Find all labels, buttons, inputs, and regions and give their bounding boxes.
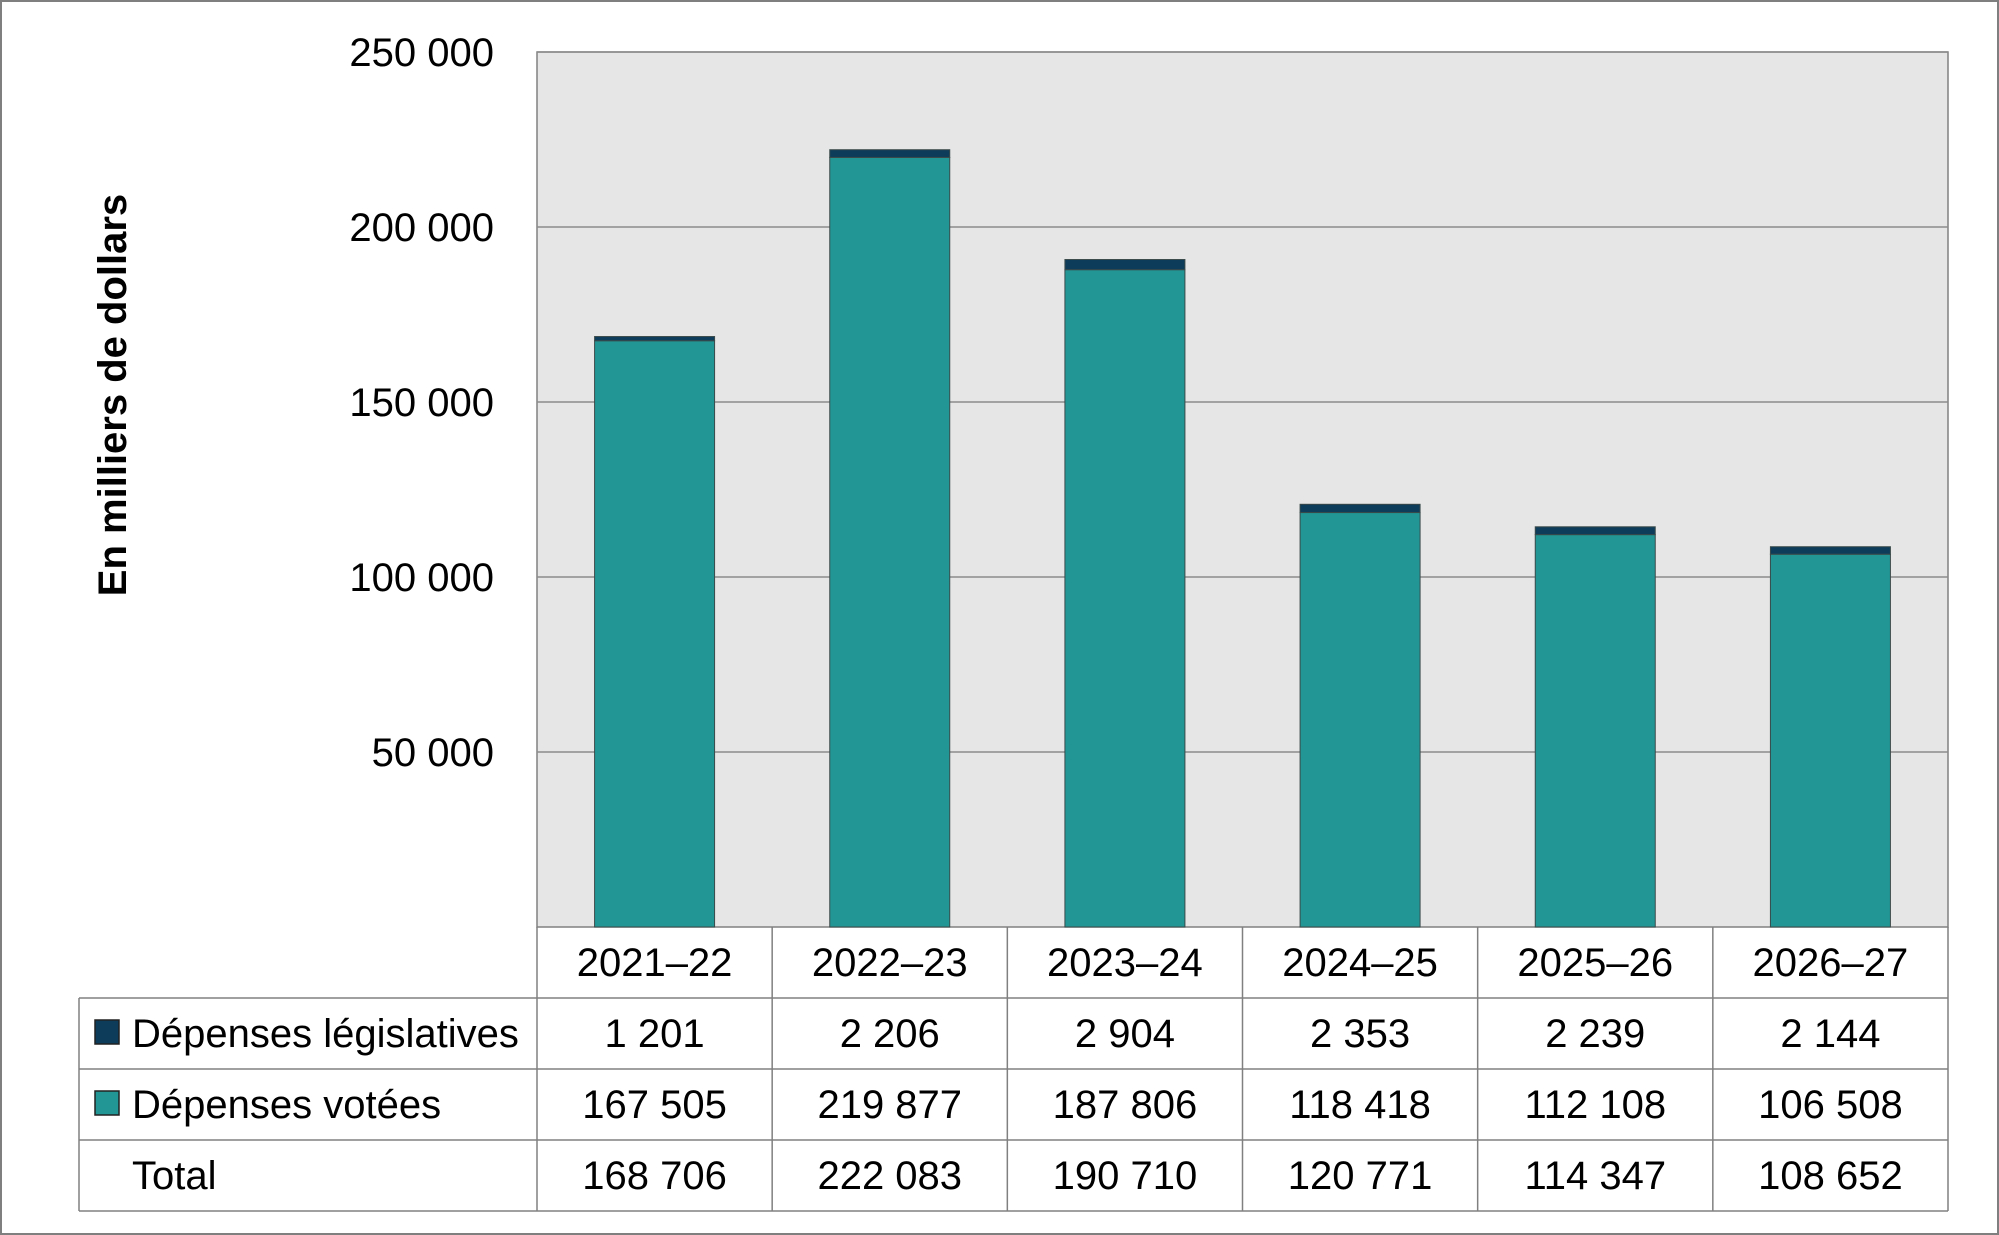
- gridlines: [537, 51, 1948, 753]
- bar-depenses-legislatives: [1064, 259, 1186, 271]
- table-cell-value: 1 201: [605, 1012, 705, 1056]
- table-cell-value: 2 144: [1780, 1012, 1880, 1056]
- table-cell-value: 120 771: [1288, 1154, 1433, 1198]
- y-tick-label: 50 000: [372, 731, 494, 775]
- y-tick-label: 150 000: [349, 381, 494, 425]
- table-cell-value: 106 508: [1758, 1083, 1903, 1127]
- data-table: 2021–22 2022–23 2023–24 2024–25 2025–26 2026–…: [78, 927, 1949, 1212]
- table-cell-value: 190 710: [1053, 1154, 1198, 1198]
- bar-depenses-legislatives: [594, 336, 716, 342]
- table-cell-value: 2 206: [840, 1012, 940, 1056]
- table-cell-value: 112 108: [1524, 1083, 1666, 1127]
- bar-depenses-votees: [829, 156, 951, 928]
- x-tick-label: 2022–23: [812, 941, 968, 985]
- table-cell-value: 108 652: [1758, 1154, 1903, 1198]
- table-cell-value: 114 347: [1524, 1154, 1666, 1198]
- bars: [594, 149, 1891, 928]
- table-cell-value: 222 083: [817, 1154, 962, 1198]
- bar-depenses-legislatives: [1534, 526, 1656, 536]
- y-tick-label: 100 000: [349, 556, 494, 600]
- plot-area: [536, 51, 1949, 928]
- y-axis-label: En milliers de dollars: [91, 194, 135, 596]
- y-tick-label: 250 000: [349, 31, 494, 75]
- legend-key: [94, 1019, 120, 1045]
- bar-depenses-legislatives: [1769, 546, 1891, 555]
- x-tick-label: 2025–26: [1517, 941, 1673, 985]
- bar-depenses-votees: [1769, 553, 1891, 928]
- bar-depenses-legislatives: [1299, 503, 1421, 514]
- y-axis-ticks: 50 000 100 000 150 000 200 000 250 000: [349, 31, 494, 775]
- table-cell-value: 219 877: [817, 1083, 962, 1127]
- bar-depenses-votees: [594, 340, 716, 928]
- table-cell-value: 2 353: [1310, 1012, 1410, 1056]
- legend-key: [94, 1090, 120, 1116]
- table-row-label: Dépenses votées: [132, 1083, 441, 1127]
- y-tick-label: 200 000: [349, 206, 494, 250]
- table-row-label: Total: [132, 1154, 217, 1198]
- table-cell-value: 118 418: [1289, 1083, 1431, 1127]
- bar-depenses-votees: [1064, 269, 1186, 928]
- x-tick-label: 2021–22: [577, 941, 733, 985]
- table-cell-value: 2 904: [1075, 1012, 1175, 1056]
- x-tick-label: 2023–24: [1047, 941, 1203, 985]
- table-cell-value: 187 806: [1053, 1083, 1198, 1127]
- bar-depenses-votees: [1299, 512, 1421, 928]
- table-cell-value: 168 706: [582, 1154, 727, 1198]
- table-row-label: Dépenses législatives: [132, 1012, 519, 1056]
- x-tick-label: 2026–27: [1753, 941, 1909, 985]
- table-cell-value: 2 239: [1545, 1012, 1645, 1056]
- x-tick-label: 2024–25: [1282, 941, 1438, 985]
- table-cell-value: 167 505: [582, 1083, 727, 1127]
- bar-depenses-votees: [1534, 534, 1656, 928]
- bar-depenses-legislatives: [829, 149, 951, 158]
